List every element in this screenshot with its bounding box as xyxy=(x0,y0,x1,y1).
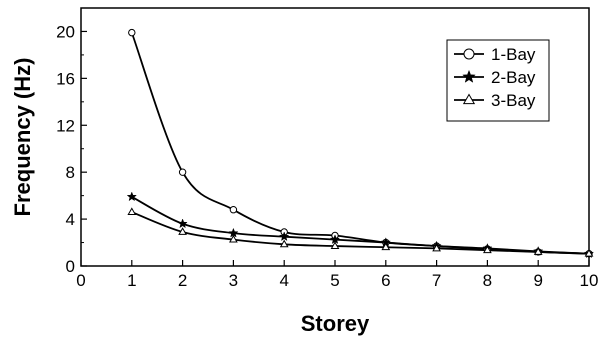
x-tick-label: 1 xyxy=(127,271,136,290)
x-tick-label: 2 xyxy=(178,271,187,290)
x-tick-label: 7 xyxy=(432,271,441,290)
x-axis-title: Storey xyxy=(301,311,370,336)
curve-3-bay xyxy=(131,211,590,255)
point-3-bay xyxy=(483,245,492,254)
point-3-bay xyxy=(127,207,137,215)
point-3-bay xyxy=(229,234,238,243)
point-3-bay xyxy=(330,241,340,249)
x-tick-label: 9 xyxy=(533,271,542,290)
point-3-bay xyxy=(533,247,543,255)
legend-marker-2-bay xyxy=(462,69,476,83)
point-1-bay xyxy=(128,28,136,37)
point-3-bay xyxy=(432,243,441,252)
y-tick-label: 8 xyxy=(66,163,75,182)
series-markers xyxy=(126,28,595,259)
y-tick-label: 0 xyxy=(66,257,75,276)
x-tick-label: 8 xyxy=(483,271,492,290)
point-2-bay xyxy=(126,191,137,202)
y-tick-label: 12 xyxy=(56,116,75,135)
x-tick-label: 6 xyxy=(381,271,390,290)
point-3-bay xyxy=(178,227,187,235)
y-tick-label: 16 xyxy=(56,69,75,88)
curve-2-bay xyxy=(131,196,590,255)
point-3-bay xyxy=(381,242,391,251)
x-tick-label: 4 xyxy=(279,271,288,290)
y-axis-title: Frequency (Hz) xyxy=(10,58,35,217)
point-1-bay xyxy=(229,206,238,214)
legend-label-3-bay: 3-Bay xyxy=(491,91,536,110)
x-tick-label: 5 xyxy=(330,271,339,290)
legend-label-2-bay: 2-Bay xyxy=(491,68,536,87)
x-tick-label: 0 xyxy=(76,271,85,290)
legend-label-1-bay: 1-Bay xyxy=(491,45,536,64)
point-2-bay xyxy=(279,231,290,242)
point-2-bay xyxy=(177,218,188,229)
legend: 1-Bay 2-Bay 3-Bay xyxy=(446,39,550,122)
x-tick-label: 10 xyxy=(580,271,599,290)
x-tick-label: 3 xyxy=(229,271,238,290)
point-3-bay xyxy=(584,248,594,257)
y-tick-label: 20 xyxy=(56,22,75,41)
y-tick-label: 4 xyxy=(66,210,75,229)
point-1-bay xyxy=(178,168,187,176)
legend-marker-3-bay xyxy=(462,93,476,105)
point-3-bay xyxy=(279,239,289,248)
plot-axes xyxy=(80,7,590,267)
legend-marker-1-bay xyxy=(463,48,475,60)
